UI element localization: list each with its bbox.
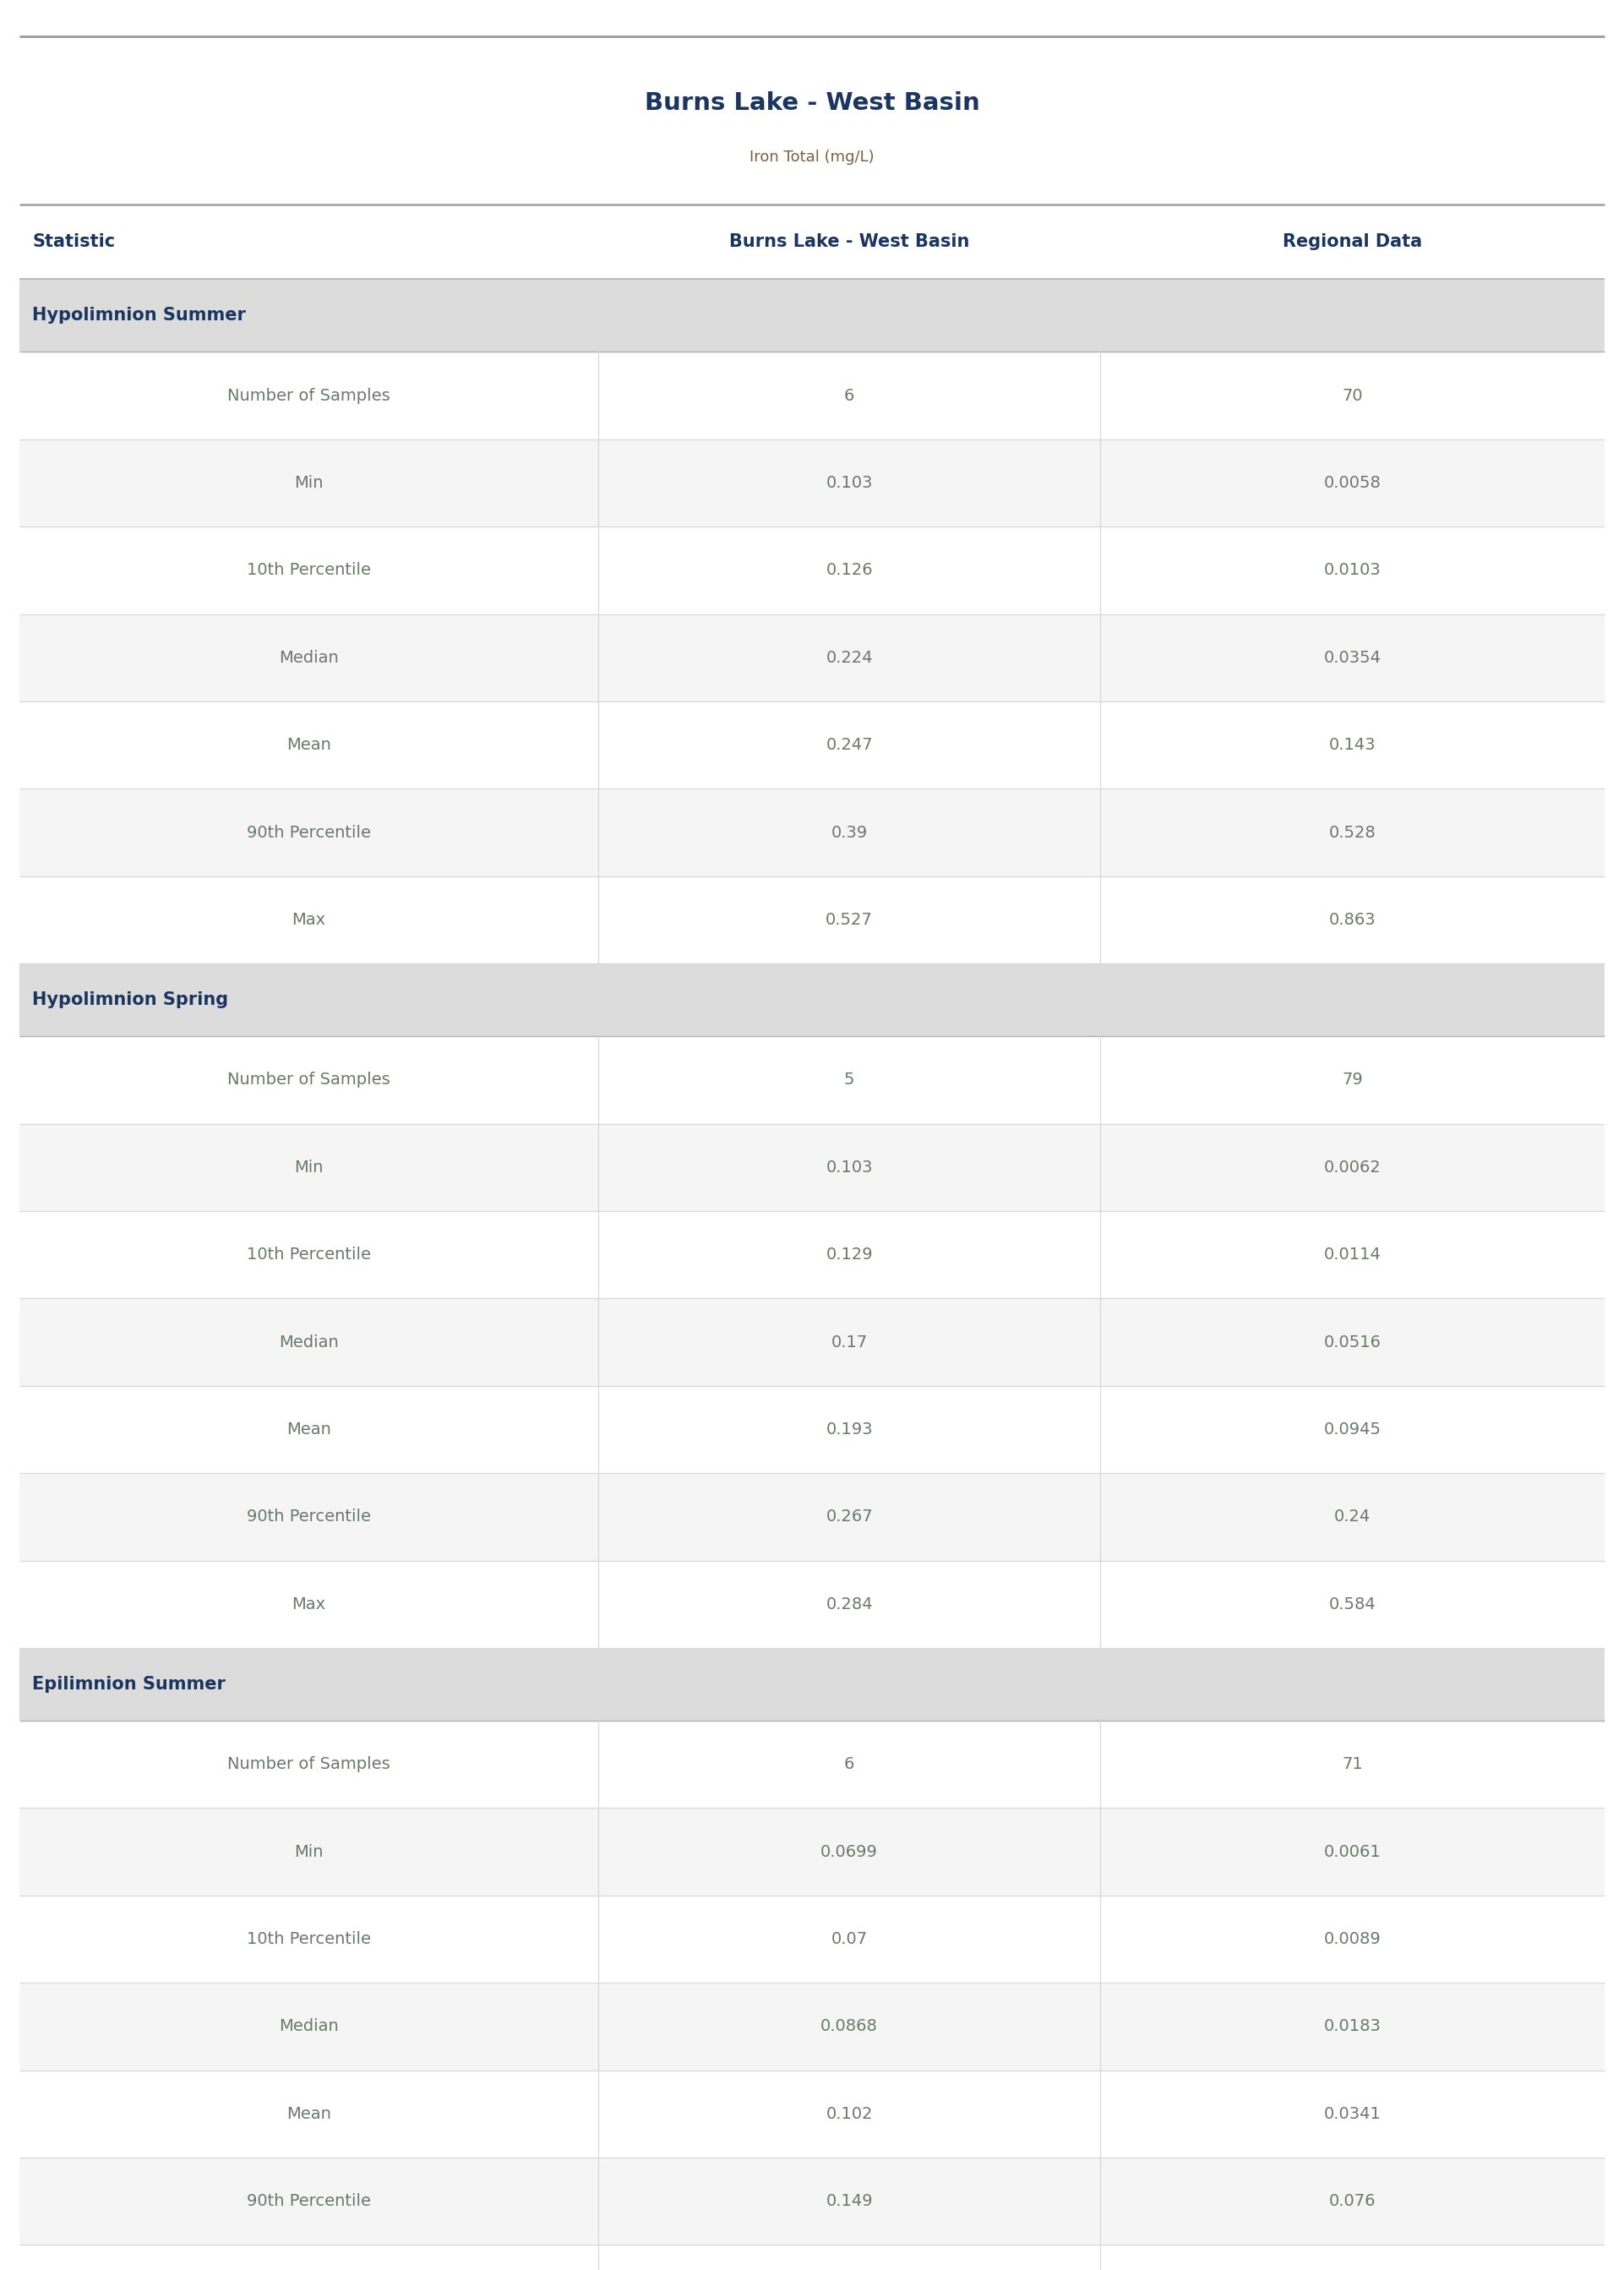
Text: 10th Percentile: 10th Percentile	[247, 1246, 370, 1262]
Bar	[19, 1298, 1605, 1385]
Text: Median: Median	[279, 1335, 339, 1351]
Text: 0.076: 0.076	[1328, 2193, 1376, 2209]
Text: 0.126: 0.126	[825, 563, 872, 579]
Text: Median: Median	[279, 649, 339, 665]
Text: 71: 71	[1341, 1757, 1363, 1773]
Text: 0.07: 0.07	[831, 1932, 867, 1948]
Text: 0.39: 0.39	[831, 824, 867, 840]
Text: 0.267: 0.267	[825, 1510, 872, 1525]
Bar	[19, 2156, 1605, 2245]
Text: 90th Percentile: 90th Percentile	[247, 1510, 370, 1525]
Text: 10th Percentile: 10th Percentile	[247, 1932, 370, 1948]
Text: Median: Median	[279, 2018, 339, 2034]
Bar	[19, 1210, 1605, 1298]
Text: 0.863: 0.863	[1328, 913, 1376, 928]
Bar	[19, 1473, 1605, 1559]
Text: Max: Max	[292, 913, 326, 928]
Bar	[19, 1559, 1605, 1648]
Text: 70: 70	[1341, 388, 1363, 404]
Bar	[19, 1648, 1605, 1721]
Text: Hypolimnion Summer: Hypolimnion Summer	[32, 306, 247, 325]
Text: Mean: Mean	[286, 1421, 331, 1437]
Bar	[19, 440, 1605, 527]
Bar	[19, 788, 1605, 876]
Text: 0.143: 0.143	[1328, 738, 1376, 754]
Text: Burns Lake - West Basin: Burns Lake - West Basin	[645, 91, 979, 116]
Text: 6: 6	[844, 388, 854, 404]
Text: 0.103: 0.103	[825, 1160, 872, 1176]
Bar	[19, 352, 1605, 440]
Text: Number of Samples: Number of Samples	[227, 1757, 390, 1773]
Text: 0.193: 0.193	[825, 1421, 872, 1437]
Text: 0.102: 0.102	[825, 2107, 872, 2122]
Text: Min: Min	[294, 1843, 323, 1859]
Text: 0.247: 0.247	[825, 738, 872, 754]
Bar	[19, 701, 1605, 788]
Text: Epilimnion Summer: Epilimnion Summer	[32, 1675, 226, 1693]
Bar	[19, 962, 1605, 1035]
Text: 6: 6	[844, 1757, 854, 1773]
Text: 5: 5	[844, 1071, 854, 1087]
Text: 0.284: 0.284	[825, 1596, 872, 1612]
Text: Hypolimnion Spring: Hypolimnion Spring	[32, 992, 229, 1008]
Text: 0.17: 0.17	[831, 1335, 867, 1351]
Text: Number of Samples: Number of Samples	[227, 1071, 390, 1087]
Text: Min: Min	[294, 474, 323, 490]
Text: 0.528: 0.528	[1328, 824, 1376, 840]
Text: Mean: Mean	[286, 738, 331, 754]
Text: Number of Samples: Number of Samples	[227, 388, 390, 404]
Text: 90th Percentile: 90th Percentile	[247, 824, 370, 840]
Bar	[19, 1124, 1605, 1210]
Text: 0.0341: 0.0341	[1324, 2107, 1380, 2122]
Text: 0.0868: 0.0868	[820, 2018, 879, 2034]
Text: 0.0516: 0.0516	[1324, 1335, 1382, 1351]
Text: 0.149: 0.149	[825, 2193, 872, 2209]
Bar	[19, 1385, 1605, 1473]
Text: 0.0062: 0.0062	[1324, 1160, 1380, 1176]
Text: 0.129: 0.129	[825, 1246, 872, 1262]
Bar	[19, 1895, 1605, 1982]
Text: Max: Max	[292, 1596, 326, 1612]
Bar	[19, 1721, 1605, 1807]
Text: 79: 79	[1341, 1071, 1363, 1087]
Bar	[19, 1035, 1605, 1124]
Text: 0.103: 0.103	[825, 474, 872, 490]
Text: Burns Lake - West Basin: Burns Lake - West Basin	[729, 234, 970, 250]
Text: 0.527: 0.527	[825, 913, 872, 928]
Bar	[19, 2245, 1605, 2270]
Text: 0.0354: 0.0354	[1324, 649, 1382, 665]
Text: 0.0699: 0.0699	[820, 1843, 879, 1859]
Text: Regional Data: Regional Data	[1283, 234, 1423, 250]
Bar	[19, 204, 1605, 279]
Text: 0.0183: 0.0183	[1324, 2018, 1380, 2034]
Text: 0.224: 0.224	[825, 649, 872, 665]
Text: 0.0945: 0.0945	[1324, 1421, 1382, 1437]
Text: Statistic: Statistic	[32, 234, 115, 250]
Bar	[19, 527, 1605, 613]
Bar	[19, 876, 1605, 962]
Bar	[19, 1807, 1605, 1895]
Text: 10th Percentile: 10th Percentile	[247, 563, 370, 579]
Text: 0.584: 0.584	[1328, 1596, 1376, 1612]
Bar	[19, 2070, 1605, 2156]
Bar	[19, 1982, 1605, 2070]
Text: 0.0114: 0.0114	[1324, 1246, 1380, 1262]
Text: 0.0089: 0.0089	[1324, 1932, 1380, 1948]
Text: 0.0058: 0.0058	[1324, 474, 1380, 490]
Text: 0.0061: 0.0061	[1324, 1843, 1380, 1859]
Bar	[19, 615, 1605, 701]
Text: Mean: Mean	[286, 2107, 331, 2122]
Text: Iron Total (mg/L): Iron Total (mg/L)	[750, 150, 874, 166]
Text: 0.0103: 0.0103	[1324, 563, 1380, 579]
Text: Min: Min	[294, 1160, 323, 1176]
Text: 0.24: 0.24	[1335, 1510, 1371, 1525]
Bar	[19, 279, 1605, 352]
Text: 90th Percentile: 90th Percentile	[247, 2193, 370, 2209]
